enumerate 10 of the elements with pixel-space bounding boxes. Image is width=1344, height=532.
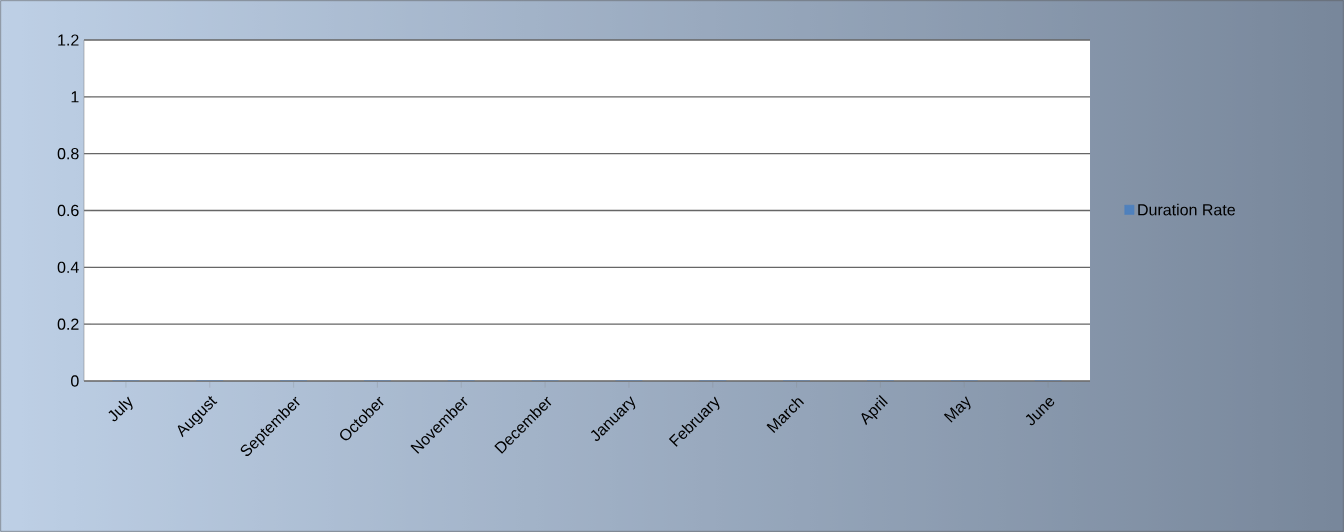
y-tick-label: 1.2: [58, 34, 79, 46]
y-tick-label: 0: [71, 375, 79, 387]
x-tick-label: July: [108, 396, 133, 422]
y-tick-label: 0.4: [57, 261, 79, 273]
y-tick-label: 1: [71, 91, 79, 103]
y-tick-label: 0.6: [57, 204, 79, 217]
legend-label: Duration Rate: [1138, 203, 1235, 216]
x-tick-label: May: [943, 396, 971, 423]
y-tick-label: 0.8: [57, 148, 79, 160]
y-tick-label: 0.2: [57, 318, 79, 330]
